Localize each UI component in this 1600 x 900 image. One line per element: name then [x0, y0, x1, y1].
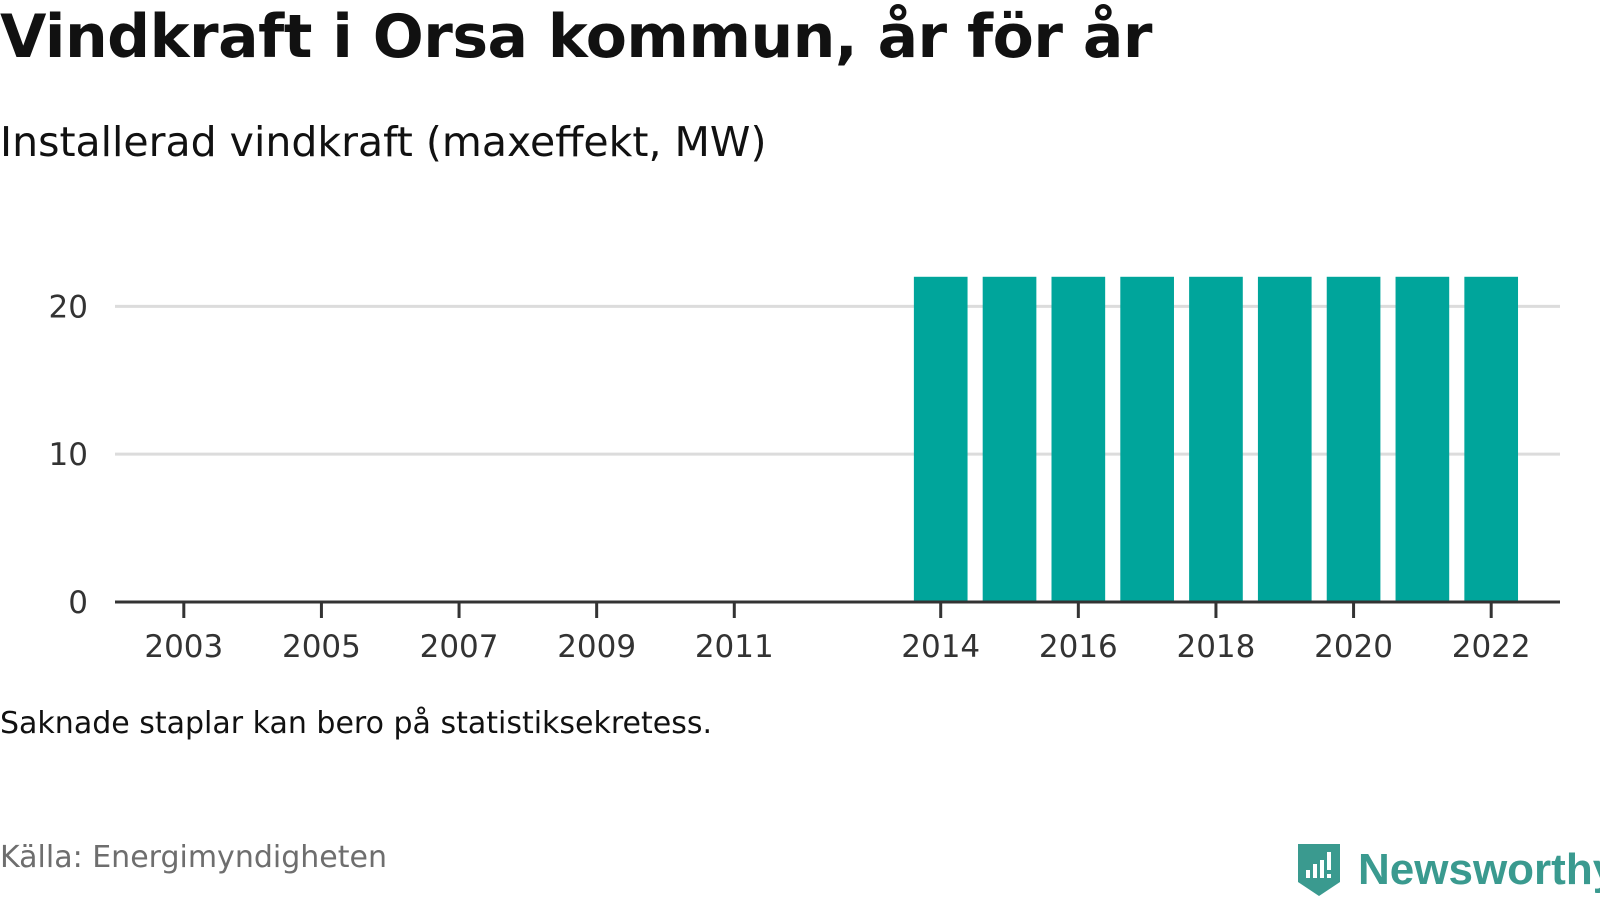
chart-title: Vindkraft i Orsa kommun, år för år	[0, 2, 1152, 72]
x-tick-label: 2020	[1314, 629, 1393, 665]
bar-2015	[982, 276, 1037, 602]
bar-2017	[1120, 276, 1174, 602]
x-axis-ticks: 2003 2005 2007 2009 2011 2014 2016 2018 2020 2022	[144, 602, 1531, 665]
x-tick-label: 2014	[901, 629, 980, 665]
newsworthy-logo-icon	[1298, 844, 1340, 896]
bars	[913, 276, 1519, 602]
x-tick-label: 2005	[282, 629, 361, 665]
bar-2022	[1464, 276, 1519, 602]
bar-2018	[1189, 276, 1243, 602]
grid-lines	[115, 304, 1560, 456]
bar-2014	[913, 276, 968, 602]
x-tick-label: 2009	[557, 629, 636, 665]
x-tick-label: 2022	[1452, 629, 1531, 665]
y-axis-ticks: 0 10 20	[49, 289, 88, 621]
y-tick-label: 0	[68, 585, 88, 621]
bar-2019	[1257, 276, 1312, 602]
y-tick-label: 20	[49, 289, 88, 325]
brand-logo: Newsworthy	[1294, 840, 1600, 900]
bar-2020	[1326, 276, 1381, 602]
x-tick-label: 2018	[1176, 629, 1255, 665]
bar-2021	[1395, 276, 1450, 602]
bar-2016	[1051, 276, 1106, 602]
y-tick-label: 10	[49, 437, 88, 473]
x-tick-label: 2011	[695, 629, 774, 665]
x-tick-label: 2003	[144, 629, 223, 665]
source-text: Källa: Energimyndigheten	[0, 840, 387, 875]
x-tick-label: 2007	[420, 629, 499, 665]
chart-subtitle: Installerad vindkraft (maxeffekt, MW)	[0, 118, 767, 166]
footnote: Saknade staplar kan bero på statistiksek…	[0, 706, 713, 741]
x-tick-label: 2016	[1039, 629, 1118, 665]
bar-chart: 2003 2005 2007 2009 2011 2014 2016 2018 2020 2022…	[49, 276, 1560, 665]
brand-name: Newsworthy	[1358, 845, 1600, 894]
